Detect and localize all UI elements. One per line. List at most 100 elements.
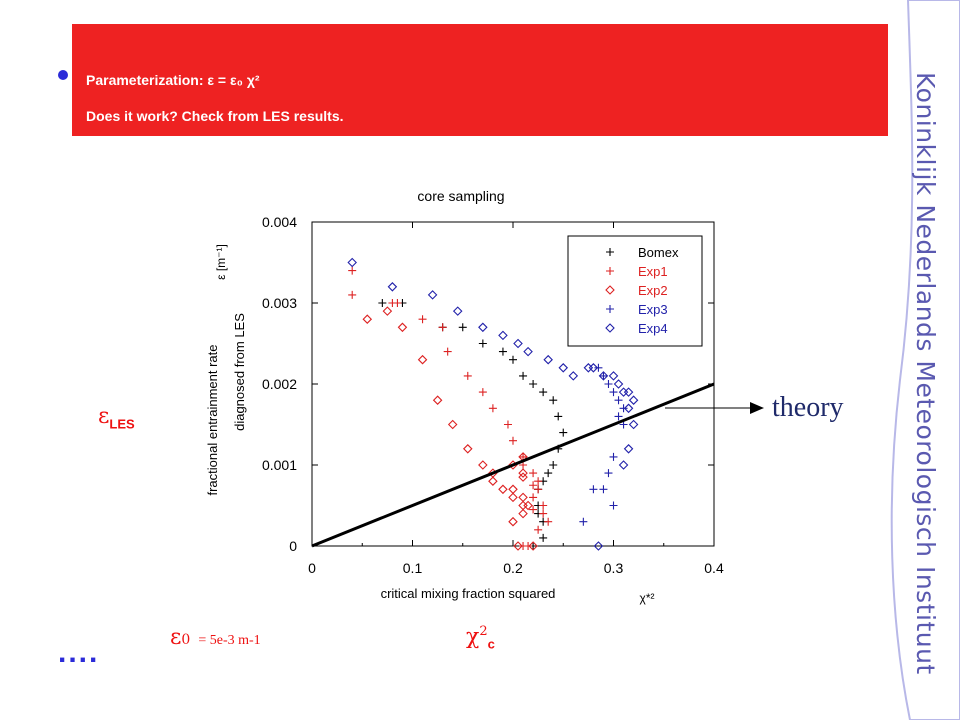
x-tick-label: 0.2 [503, 560, 523, 576]
point-exp4 [618, 387, 629, 397]
chi-sup: 2 [479, 624, 488, 639]
point-exp4 [618, 460, 629, 470]
point-exp2 [462, 444, 473, 454]
point-exp3 [599, 485, 608, 494]
point-exp1 [539, 501, 548, 510]
x-axis-label: critical mixing fraction squared [381, 586, 556, 601]
point-exp4 [613, 379, 624, 389]
eps0-sub: 0 [181, 632, 191, 648]
point-exp2 [498, 484, 508, 495]
point-exp2 [508, 484, 518, 495]
point-exp1 [443, 347, 452, 356]
legend-label-exp1: Exp1 [638, 264, 668, 279]
point-exp3 [579, 517, 588, 526]
point-exp3 [599, 371, 608, 380]
point-bomex [539, 533, 548, 542]
point-exp1 [348, 266, 357, 275]
y-tick-label: 0.002 [262, 376, 297, 392]
point-bomex [539, 388, 548, 397]
bullet-dot [58, 70, 68, 80]
point-exp4 [478, 322, 488, 333]
eps0-symbol: ε [170, 625, 182, 650]
chart-title: core sampling [417, 188, 504, 204]
point-exp1 [418, 315, 427, 324]
legend-box [567, 235, 703, 347]
x-tick-label: 0 [308, 560, 316, 576]
point-exp3 [619, 404, 628, 413]
point-exp1 [529, 505, 538, 514]
point-exp4 [387, 282, 398, 292]
point-exp1 [524, 542, 533, 550]
y-axis-symbol: ε [m⁻¹] [214, 244, 228, 280]
point-exp4 [623, 444, 634, 454]
legend-label-exp4: Exp4 [638, 321, 668, 336]
point-exp4 [598, 371, 609, 381]
point-exp4 [558, 363, 569, 373]
point-exp3 [604, 469, 613, 478]
point-exp2 [432, 395, 443, 405]
point-exp3 [589, 485, 598, 494]
x-tick-label: 0.1 [403, 560, 423, 576]
banner-line-2: Does it work? Check from LES results. [86, 108, 344, 124]
point-exp1 [478, 388, 487, 397]
y-tick-label: 0.004 [262, 214, 297, 230]
point-exp2 [488, 476, 498, 486]
point-exp1 [529, 481, 538, 490]
legend-marker-exp4 [605, 323, 615, 333]
point-exp4 [427, 290, 438, 300]
point-bomex [519, 371, 528, 380]
eps0-label: ε0 = 5e-3 m-1 [170, 625, 261, 650]
point-exp4 [347, 257, 357, 268]
point-exp1 [393, 299, 402, 307]
legend-marker-bomex [606, 248, 614, 256]
point-exp2 [508, 516, 518, 527]
point-bomex [554, 412, 563, 421]
point-exp4 [452, 306, 463, 316]
legend-marker-exp2 [605, 285, 615, 295]
point-exp1 [348, 290, 357, 299]
x-tick-label: 0.4 [704, 560, 724, 576]
x-axis-symbol: χ*² [640, 591, 655, 605]
title-banner: Parameterization: ε = ε₀ χ² Does it work… [72, 24, 888, 136]
point-exp4 [593, 541, 604, 551]
point-exp3 [614, 396, 623, 405]
point-exp2 [382, 306, 393, 316]
point-exp2 [518, 508, 528, 519]
legend-marker-exp1 [606, 267, 614, 275]
point-exp1 [509, 436, 517, 445]
point-exp2 [518, 472, 528, 482]
point-bomex [478, 339, 487, 348]
chi-c-label: χ2c [466, 624, 495, 652]
point-exp2 [523, 500, 533, 511]
point-bomex [559, 428, 568, 437]
point-bomex [544, 469, 553, 478]
point-bomex [458, 323, 467, 332]
point-exp1 [488, 404, 497, 413]
point-exp2 [508, 492, 518, 503]
point-bomex [549, 461, 558, 469]
point-exp3 [609, 452, 618, 461]
point-exp2 [417, 354, 428, 365]
theory-arrow-head [750, 402, 764, 414]
point-exp2 [397, 322, 408, 333]
point-exp4 [608, 371, 619, 381]
point-exp2 [528, 541, 538, 551]
point-exp2 [518, 500, 528, 511]
legend-label-exp3: Exp3 [638, 302, 668, 317]
point-exp2 [513, 541, 523, 551]
point-exp1 [438, 323, 447, 332]
legend-marker-exp3 [606, 305, 614, 313]
point-bomex [378, 299, 387, 307]
point-bomex [509, 355, 517, 364]
eps-les-sub: LES [109, 416, 135, 432]
point-exp3 [594, 363, 603, 372]
point-exp1 [534, 485, 543, 494]
point-exp1 [544, 517, 553, 526]
point-exp1 [534, 477, 543, 486]
point-exp3 [609, 501, 618, 510]
point-exp2 [447, 419, 458, 430]
legend-label-exp2: Exp2 [638, 283, 668, 298]
point-exp4 [513, 338, 523, 349]
